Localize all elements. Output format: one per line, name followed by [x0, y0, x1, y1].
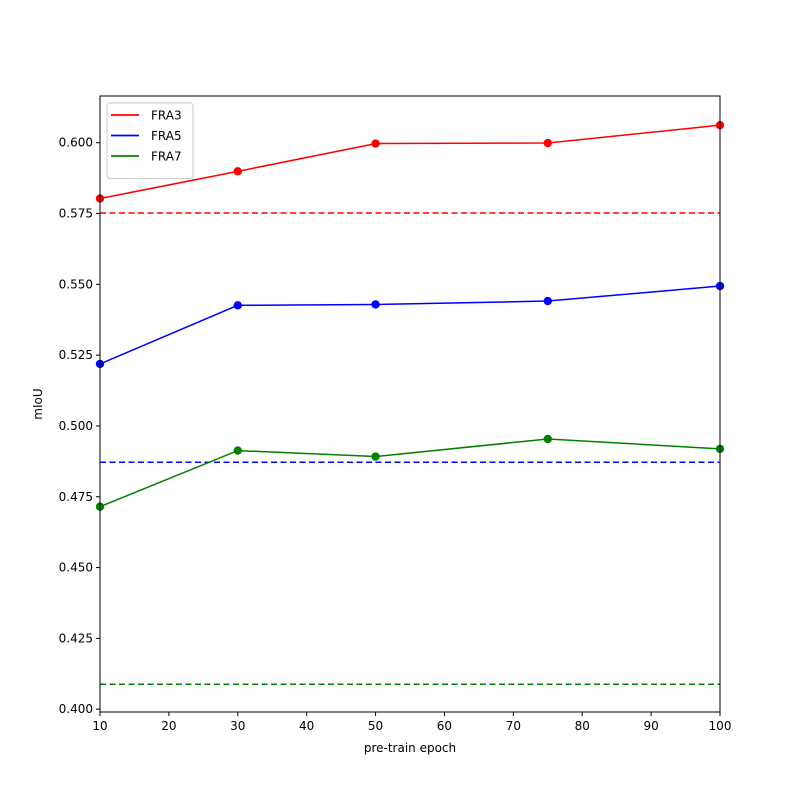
x-tick-label: 20 — [161, 719, 176, 733]
legend: FRA3 FRA5 FRA7 — [106, 102, 194, 179]
y-tick-label: 0.400 — [59, 702, 93, 716]
x-tick-label: 50 — [368, 719, 383, 733]
x-axis-label: pre-train epoch — [364, 741, 456, 755]
legend-label-fra7: FRA7 — [151, 150, 182, 164]
y-axis-label: mIoU — [31, 388, 45, 419]
x-tick-label: 80 — [575, 719, 590, 733]
data-point-fra3 — [371, 139, 380, 148]
data-point-fra5 — [543, 296, 552, 306]
x-tick-label: 100 — [709, 719, 732, 733]
data-point-fra3 — [233, 167, 242, 176]
y-tick-label: 0.525 — [59, 348, 93, 362]
legend-box — [106, 102, 194, 179]
legend-label-fra5: FRA5 — [151, 129, 182, 143]
y-tick-label: 0.450 — [59, 561, 93, 575]
axes-frame — [99, 95, 721, 713]
x-tick-label: 40 — [299, 719, 314, 733]
x-tick-label: 30 — [230, 719, 245, 733]
y-tick-label: 0.475 — [59, 490, 93, 504]
y-tick-label: 0.500 — [59, 419, 93, 433]
x-tick-label: 90 — [643, 719, 658, 733]
legend-label-fra3: FRA3 — [151, 109, 182, 123]
plot-area — [95, 120, 725, 685]
y-tick-label: 0.575 — [59, 207, 93, 221]
data-point-fra5 — [371, 300, 380, 309]
data-point-fra3 — [543, 138, 552, 148]
y-tick-label: 0.600 — [59, 136, 93, 150]
y-tick-label: 0.425 — [59, 631, 93, 645]
data-point-fra7 — [233, 446, 242, 455]
data-point-fra5 — [233, 301, 242, 310]
x-tick-label: 10 — [92, 719, 107, 733]
y-axis: 0.400 0.425 0.450 0.475 0.500 0.525 0.550 0.575… — [59, 136, 100, 716]
x-axis: 10 20 30 40 50 60 70 80 90 100 — [92, 712, 731, 733]
data-point-fra7 — [543, 434, 552, 444]
y-tick-label: 0.550 — [59, 277, 93, 291]
x-tick-label: 60 — [437, 719, 452, 733]
x-tick-label: 70 — [506, 719, 521, 733]
data-point-fra7 — [371, 452, 380, 461]
